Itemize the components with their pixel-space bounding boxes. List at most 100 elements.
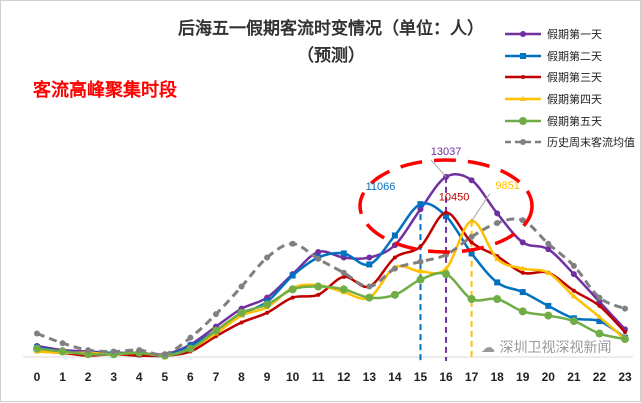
- data-point: [315, 249, 322, 256]
- data-point: [570, 293, 577, 299]
- x-tick-label: 16: [439, 370, 453, 384]
- data-point: [519, 217, 526, 224]
- data-point: [545, 302, 552, 309]
- data-point: [289, 240, 296, 247]
- data-point: [238, 283, 245, 290]
- watermark: ☁ 深圳卫视深视新闻: [481, 337, 611, 357]
- data-point: [391, 265, 398, 272]
- legend-label: 假期第五天: [547, 114, 602, 128]
- legend-swatch: [505, 139, 541, 146]
- data-point: [416, 275, 425, 284]
- legend-item: 历史周末客流均值: [503, 131, 635, 153]
- data-point: [366, 283, 373, 290]
- data-point: [417, 258, 424, 265]
- data-point: [316, 292, 321, 297]
- x-tick-label: 15: [414, 370, 428, 384]
- data-point: [340, 250, 347, 257]
- data-label: 10450: [439, 192, 470, 204]
- x-tick-label: 6: [187, 370, 194, 384]
- data-point: [545, 269, 552, 275]
- data-point: [314, 282, 323, 291]
- data-point: [265, 310, 270, 315]
- legend-item: 假期第四天: [503, 88, 635, 110]
- data-point: [520, 30, 526, 37]
- data-point: [110, 348, 117, 355]
- legend-swatch: [505, 116, 541, 125]
- data-point: [34, 330, 40, 337]
- data-point: [339, 285, 348, 294]
- x-tick-label: 1: [59, 370, 66, 384]
- data-point: [545, 240, 552, 247]
- data-point: [494, 220, 501, 227]
- data-point: [366, 261, 373, 268]
- data-point: [519, 116, 527, 125]
- data-point: [519, 289, 526, 296]
- x-tick-label: 13: [363, 370, 377, 384]
- data-point: [33, 344, 41, 353]
- legend-swatch: [505, 75, 541, 80]
- x-tick-label: 17: [465, 370, 479, 384]
- data-point: [418, 244, 423, 249]
- data-point: [289, 272, 296, 279]
- data-point: [136, 347, 143, 354]
- data-point: [520, 52, 526, 59]
- data-point: [59, 340, 66, 347]
- data-point: [340, 269, 347, 276]
- data-point: [596, 294, 603, 301]
- data-point: [444, 210, 449, 215]
- series-2: [34, 201, 628, 359]
- data-point: [519, 239, 526, 246]
- data-point: [597, 303, 602, 308]
- data-point: [161, 351, 168, 358]
- data-point: [596, 318, 603, 325]
- x-tick-label: 9: [264, 370, 271, 384]
- legend-item: 假期第五天: [503, 110, 635, 132]
- legend-label: 历史周末客流均值: [547, 136, 635, 150]
- x-tick-label: 5: [161, 370, 168, 384]
- x-tick-label: 7: [213, 370, 220, 384]
- data-label-leader: [430, 159, 447, 178]
- x-tick-label: 20: [542, 370, 556, 384]
- data-point: [443, 213, 450, 220]
- data-point: [571, 288, 576, 293]
- legend-item: 假期第一天: [503, 23, 635, 45]
- x-tick-label: 10: [286, 370, 300, 384]
- data-point: [264, 254, 271, 261]
- data-point: [237, 308, 246, 317]
- x-tick-label: 11: [312, 370, 325, 384]
- series-line: [36, 202, 626, 358]
- data-point: [390, 290, 399, 299]
- data-point: [520, 139, 526, 146]
- data-point: [521, 75, 525, 80]
- data-label: 9851: [495, 180, 519, 192]
- data-label-leader: [471, 193, 491, 222]
- data-point: [623, 330, 627, 335]
- data-point: [58, 347, 67, 356]
- series-6: [34, 217, 628, 358]
- series-line: [36, 211, 626, 358]
- data-point: [442, 270, 451, 279]
- data-point: [469, 240, 474, 245]
- legend-swatch: [505, 30, 541, 37]
- legend-label: 假期第一天: [547, 27, 602, 41]
- data-point: [468, 177, 475, 184]
- data-point: [544, 311, 553, 320]
- x-tick-label: 3: [110, 370, 117, 384]
- data-point: [85, 347, 92, 354]
- legend-swatch: [505, 52, 541, 59]
- x-tick-label: 22: [593, 370, 607, 384]
- x-tick-label: 8: [238, 370, 245, 384]
- data-point: [341, 274, 346, 279]
- data-point: [570, 262, 577, 269]
- data-point: [596, 313, 603, 319]
- data-point: [494, 210, 501, 217]
- data-point: [366, 254, 373, 261]
- data-point: [494, 255, 501, 261]
- data-point: [520, 95, 526, 101]
- data-point: [417, 206, 424, 213]
- legend-item: 假期第三天: [503, 66, 635, 88]
- x-tick-label: 21: [567, 370, 581, 384]
- data-point: [493, 294, 502, 303]
- data-point: [494, 279, 501, 286]
- x-tick-label: 4: [136, 370, 143, 384]
